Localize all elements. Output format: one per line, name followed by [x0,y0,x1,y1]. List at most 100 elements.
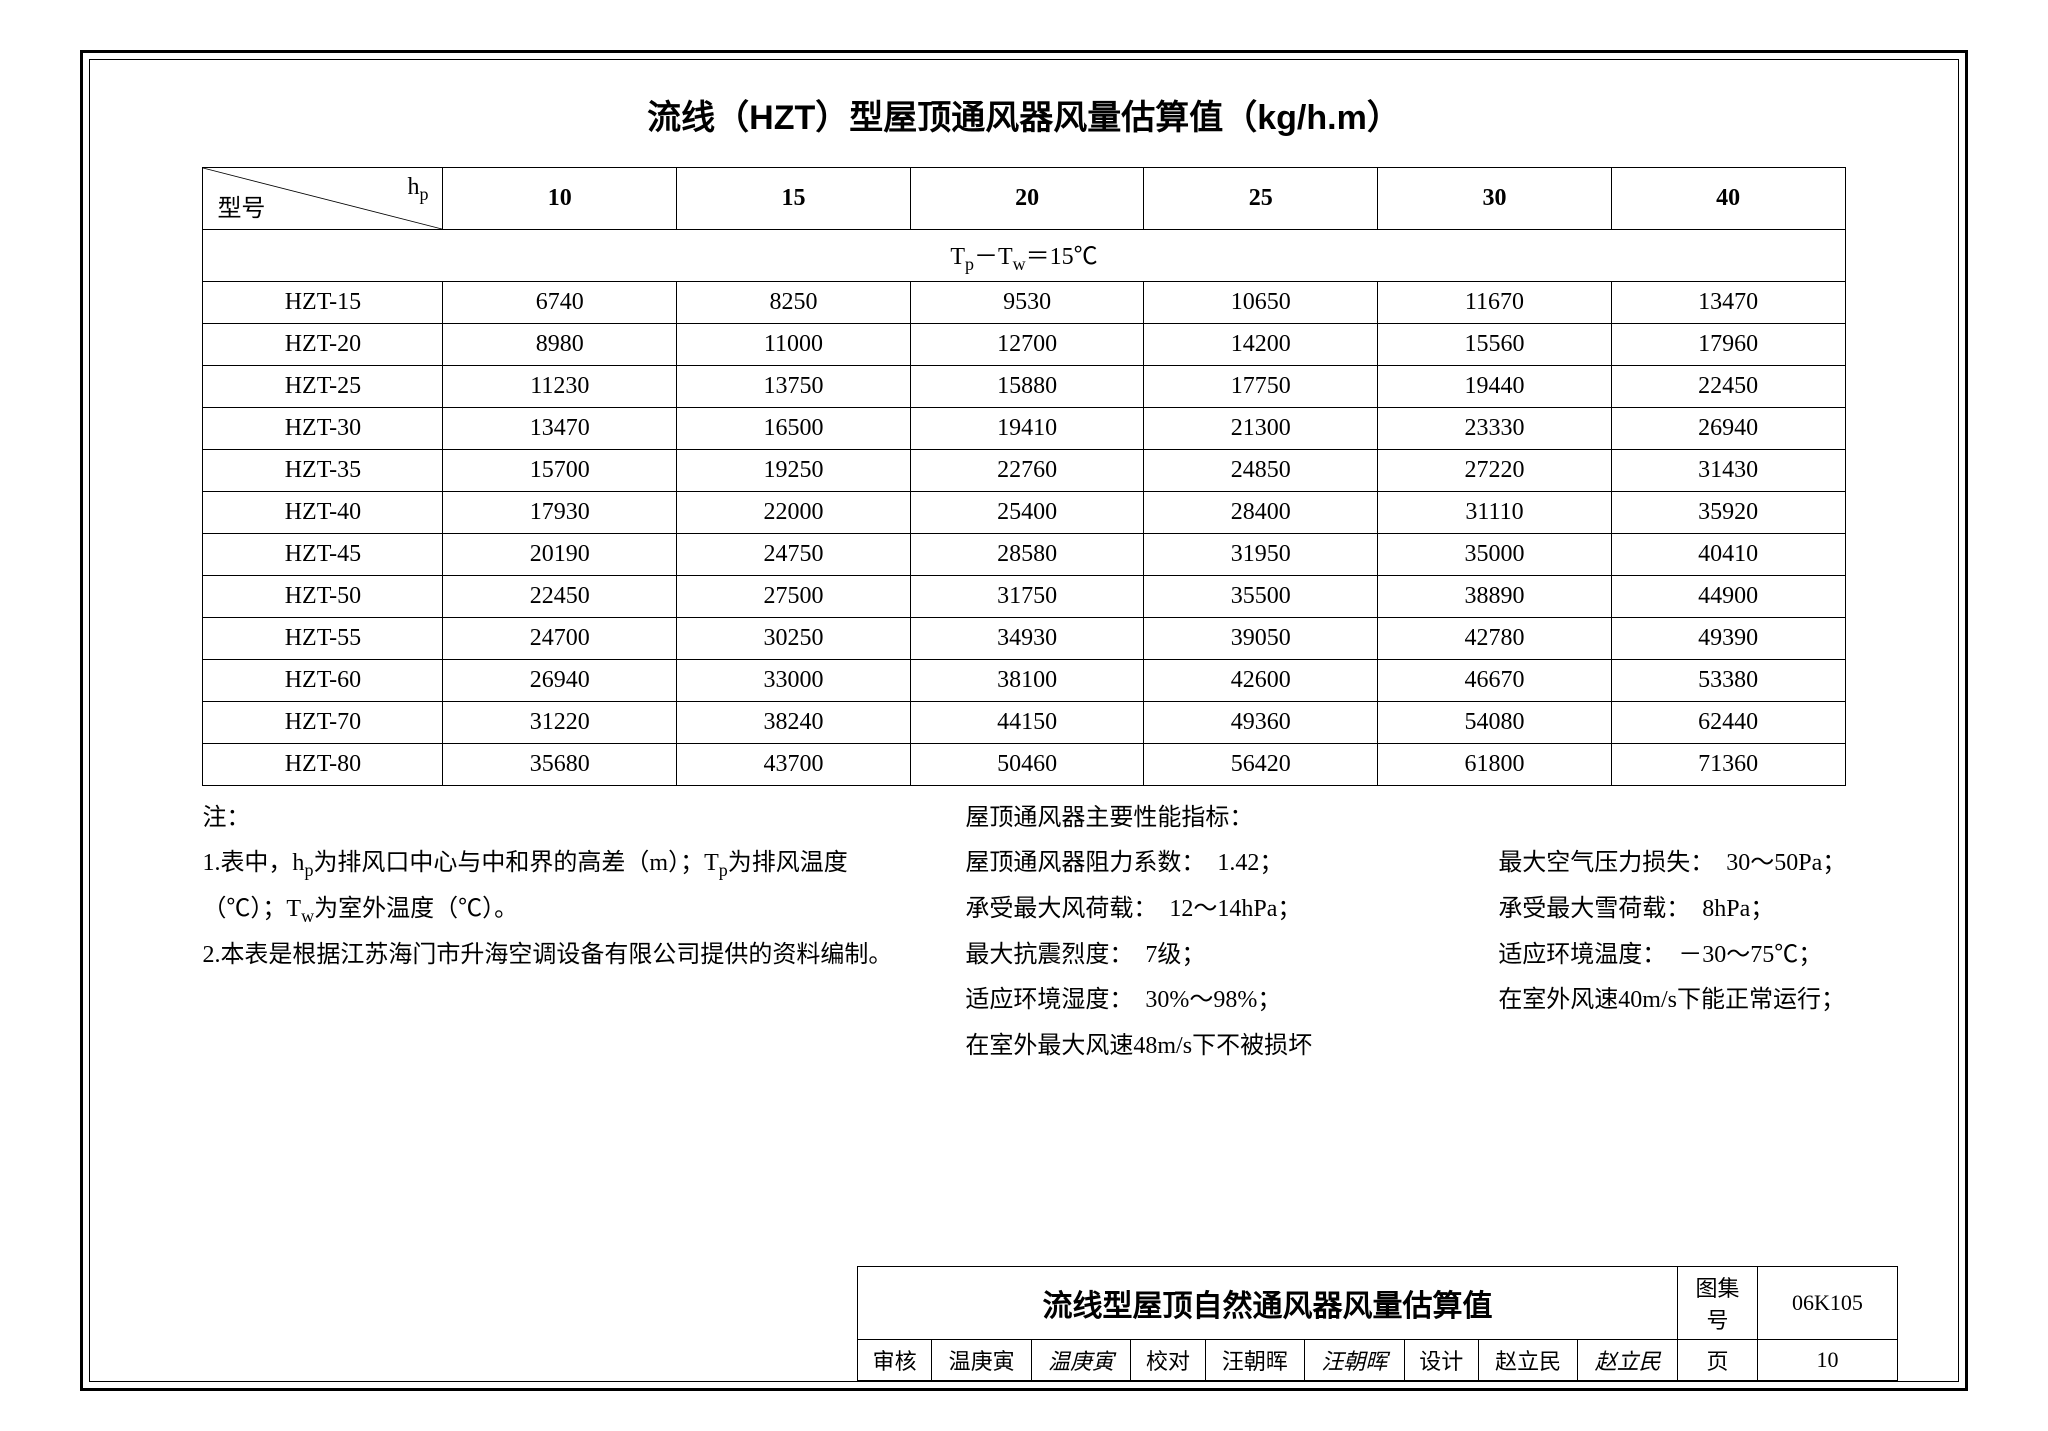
page-value: 10 [1758,1340,1898,1381]
value-cell: 12700 [910,323,1144,365]
review-name: 温庚寅 [932,1340,1031,1381]
value-cell: 22760 [910,449,1144,491]
value-cell: 13470 [1611,281,1845,323]
value-cell: 61800 [1378,743,1612,785]
value-cell: 49390 [1611,617,1845,659]
title-block-main: 流线型屋顶自然通风器风量估算值 [858,1267,1678,1340]
value-cell: 24750 [677,533,911,575]
set-value: 06K105 [1758,1267,1898,1340]
model-cell: HZT-40 [203,491,443,533]
value-cell: 34930 [910,617,1144,659]
value-cell: 31430 [1611,449,1845,491]
value-cell: 25400 [910,491,1144,533]
section-label: Tp－Tw＝15℃ [203,230,1845,282]
note-line: 2.本表是根据江苏海门市升海空调设备有限公司提供的资料编制。 [202,933,925,979]
notes-area: 注： 1.表中，hp为排风口中心与中和界的高差（m）；Tp为排风温度 （℃）；T… [202,796,1845,1070]
value-cell: 23330 [1378,407,1612,449]
page-label: 页 [1678,1340,1758,1381]
model-cell: HZT-80 [203,743,443,785]
value-cell: 24850 [1144,449,1378,491]
value-cell: 19410 [910,407,1144,449]
value-cell: 17750 [1144,365,1378,407]
model-cell: HZT-50 [203,575,443,617]
value-cell: 22450 [443,575,677,617]
notes-heading: 注： [202,796,925,842]
col-header: 40 [1611,168,1845,230]
table-row: HZT-60269403300038100426004667053380 [203,659,1845,701]
value-cell: 31750 [910,575,1144,617]
model-cell: HZT-15 [203,281,443,323]
title-block: 流线型屋顶自然通风器风量估算值 图集号 06K105 审核 温庚寅 温庚寅 校对… [857,1266,1898,1381]
value-cell: 42780 [1378,617,1612,659]
value-cell: 28400 [1144,491,1378,533]
value-cell: 54080 [1378,701,1612,743]
value-cell: 44150 [910,701,1144,743]
specs-heading: 屋顶通风器主要性能指标： [965,796,1458,842]
value-cell: 28580 [910,533,1144,575]
table-row: HZT-55247003025034930390504278049390 [203,617,1845,659]
value-cell: 13750 [677,365,911,407]
value-cell: 6740 [443,281,677,323]
value-cell: 11230 [443,365,677,407]
value-cell: 42600 [1144,659,1378,701]
model-cell: HZT-35 [203,449,443,491]
value-cell: 27220 [1378,449,1612,491]
value-cell: 39050 [1144,617,1378,659]
model-cell: HZT-70 [203,701,443,743]
value-cell: 21300 [1144,407,1378,449]
value-cell: 24700 [443,617,677,659]
spec-line: 最大空气压力损失： 30～50Pa； [1498,841,1925,887]
value-cell: 71360 [1611,743,1845,785]
table-row: HZT-50224502750031750355003889044900 [203,575,1845,617]
table-row: HZT-30134701650019410213002333026940 [203,407,1845,449]
check-signature: 汪朝晖 [1305,1340,1404,1381]
design-name: 赵立民 [1478,1340,1577,1381]
model-cell: HZT-55 [203,617,443,659]
header-row: hp 型号 10 15 20 25 30 40 [203,168,1845,230]
value-cell: 26940 [1611,407,1845,449]
value-cell: 35680 [443,743,677,785]
spec-line: 适应环境温度： －30～75℃； [1498,933,1925,979]
value-cell: 38100 [910,659,1144,701]
value-cell: 26940 [443,659,677,701]
value-cell: 31950 [1144,533,1378,575]
table-row: HZT-45201902475028580319503500040410 [203,533,1845,575]
model-cell: HZT-20 [203,323,443,365]
spec-line: 在室外风速40m/s下能正常运行； [1498,978,1925,1024]
note-line: 1.表中，hp为排风口中心与中和界的高差（m）；Tp为排风温度 [202,841,925,887]
check-label: 校对 [1131,1340,1205,1381]
table-row: HZT-25112301375015880177501944022450 [203,365,1845,407]
check-name: 汪朝晖 [1205,1340,1304,1381]
note-line: （℃）；Tw为室外温度（℃）。 [202,887,925,933]
value-cell: 30250 [677,617,911,659]
spec-line: 承受最大风荷载： 12～14hPa； [965,887,1458,933]
table-row: HZT-70312203824044150493605408062440 [203,701,1845,743]
value-cell: 43700 [677,743,911,785]
table-row: HZT-80356804370050460564206180071360 [203,743,1845,785]
value-cell: 15880 [910,365,1144,407]
value-cell: 14200 [1144,323,1378,365]
design-signature: 赵立民 [1578,1340,1678,1381]
outer-border: 流线（HZT）型屋顶通风器风量估算值（kg/h.m） hp 型号 10 15 [80,50,1968,1391]
inner-border: 流线（HZT）型屋顶通风器风量估算值（kg/h.m） hp 型号 10 15 [89,59,1959,1382]
value-cell: 8980 [443,323,677,365]
title-block-row2: 审核 温庚寅 温庚寅 校对 汪朝晖 汪朝晖 设计 赵立民 赵立民 页 10 [858,1340,1898,1381]
table-row: HZT-15674082509530106501167013470 [203,281,1845,323]
review-label: 审核 [858,1340,932,1381]
row-header-label: 型号 [217,188,265,223]
table-row: HZT-35157001925022760248502722031430 [203,449,1845,491]
review-signature: 温庚寅 [1031,1340,1130,1381]
value-cell: 11000 [677,323,911,365]
spec-line: 最大抗震烈度： 7级； [965,933,1458,979]
value-cell: 49360 [1144,701,1378,743]
table-row: HZT-2089801100012700142001556017960 [203,323,1845,365]
value-cell: 46670 [1378,659,1612,701]
value-cell: 19250 [677,449,911,491]
design-label: 设计 [1404,1340,1478,1381]
table-row: HZT-40179302200025400284003111035920 [203,491,1845,533]
value-cell: 17930 [443,491,677,533]
value-cell: 33000 [677,659,911,701]
value-cell: 22000 [677,491,911,533]
value-cell: 16500 [677,407,911,449]
value-cell: 35920 [1611,491,1845,533]
